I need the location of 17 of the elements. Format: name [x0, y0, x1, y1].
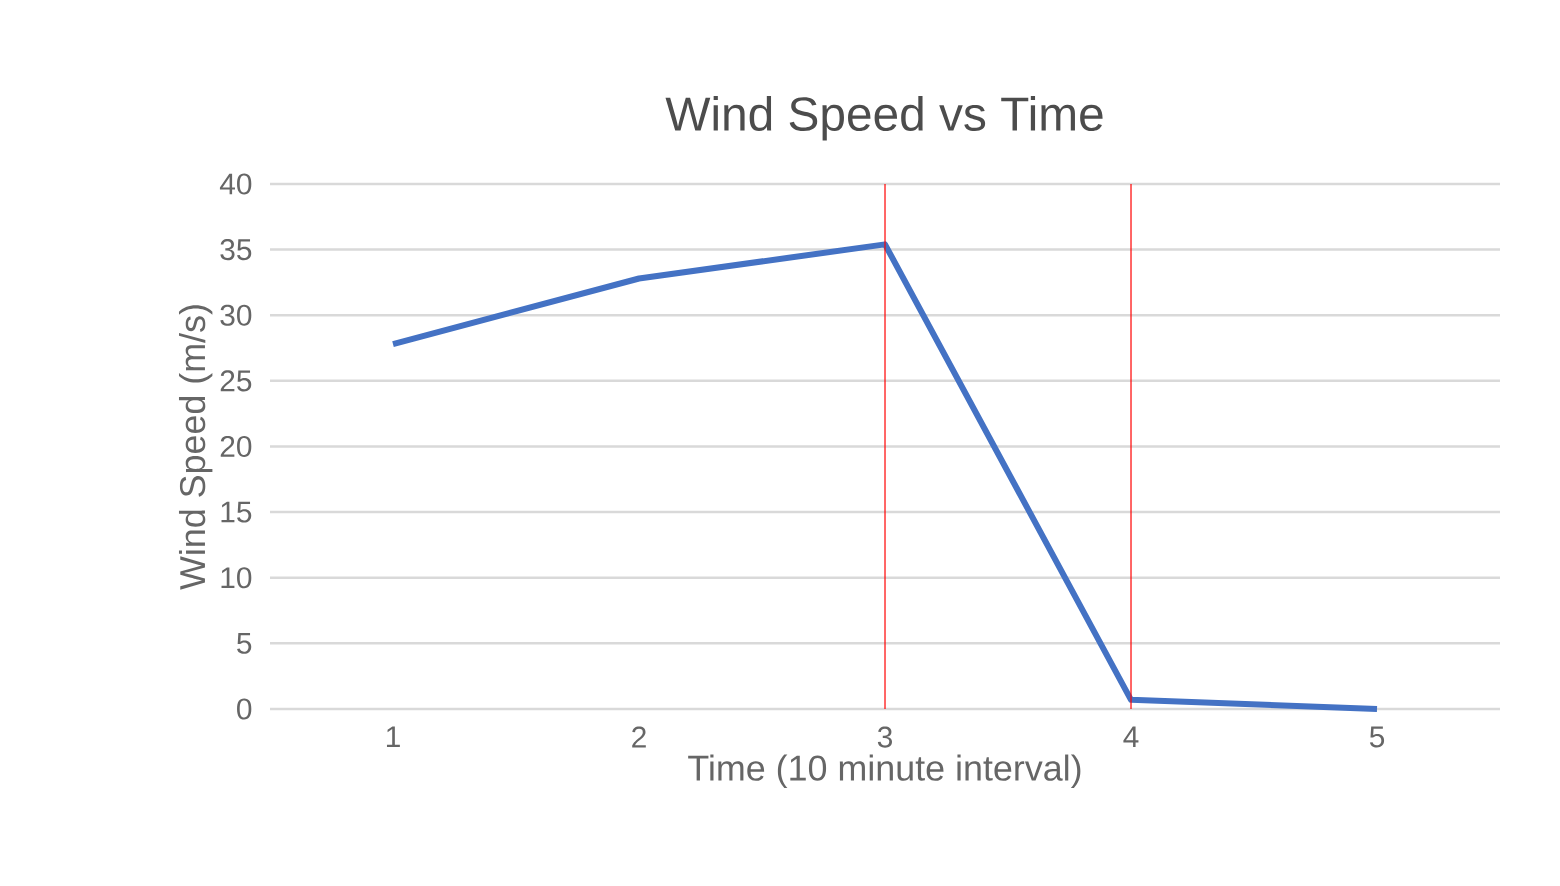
y-axis-title: Wind Speed (m/s) [178, 305, 213, 590]
y-tick-label: 10 [221, 567, 252, 589]
x-tick-label: 2 [632, 726, 646, 748]
y-tick-label: 20 [220, 435, 252, 458]
chart-title: Wind Speed vs Time [665, 95, 1103, 141]
y-tick-label: 0 [237, 698, 252, 720]
y-tick-label: 25 [220, 370, 252, 392]
x-tick-label: 5 [1369, 726, 1385, 748]
y-tick-label: 35 [220, 239, 252, 261]
y-tick-label: 30 [220, 304, 252, 326]
x-tick-label: 3 [877, 726, 893, 748]
y-tick-label: 40 [219, 173, 252, 195]
x-tick-label: 4 [1123, 726, 1139, 748]
y-tick-label: 5 [237, 632, 252, 654]
x-axis-title: Time (10 minute interval) [688, 754, 1081, 788]
x-tick-label: 1 [386, 726, 400, 748]
y-tick-label: 15 [221, 501, 252, 523]
